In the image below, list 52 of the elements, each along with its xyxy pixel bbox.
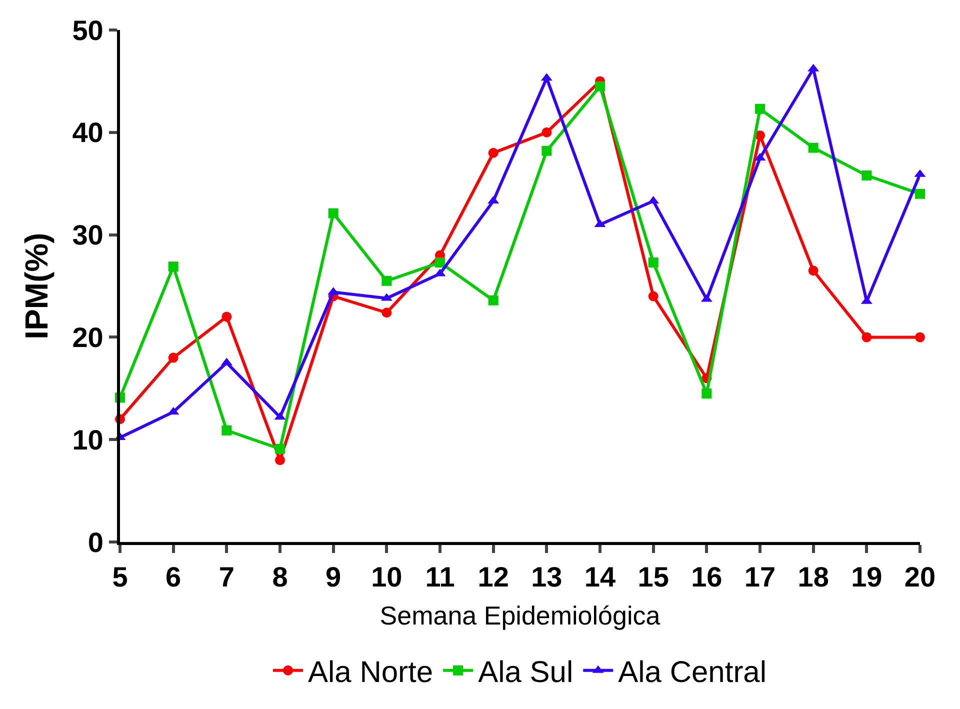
x-tick-label: 18 [798,562,829,593]
point [595,81,605,92]
x-tick-label: 20 [904,562,936,593]
x-tick-label: 14 [584,562,616,593]
point [222,425,232,436]
point [648,291,658,302]
point [542,146,552,156]
point [808,142,818,153]
x-tick-label: 19 [851,562,882,593]
point [648,257,658,268]
x-tick-label: 11 [425,562,455,593]
legend-label: Ala Sul [478,656,574,690]
x-tick-label: 8 [272,562,288,593]
point [702,388,712,399]
x-tick-label: 5 [112,562,128,593]
legend-label: Ala Central [618,656,767,690]
point [915,332,925,342]
y-tick-label: 40 [72,117,104,148]
y-tick-label: 0 [88,526,104,558]
x-tick-label: 6 [166,562,182,593]
y-tick-label: 30 [72,220,104,251]
y-axis-title: IPM(%) [18,232,55,340]
point [488,148,498,158]
y-tick-label: 50 [72,14,104,46]
point [275,444,285,454]
x-axis-title: Semana Epidemiológica [380,600,661,630]
point [915,188,925,199]
point [488,295,498,306]
x-tick-label: 12 [478,562,509,593]
legend-label: Ala Norte [308,656,434,690]
point [542,127,552,138]
x-tick-label: 16 [691,562,722,593]
point [222,312,232,322]
point [435,257,445,268]
y-tick-label: 10 [72,424,104,456]
x-tick-label: 15 [638,562,669,593]
x-tick-label: 17 [744,562,776,593]
point [755,104,765,114]
point [808,266,818,276]
x-tick-label: 13 [531,562,562,593]
point [862,170,872,180]
point [382,308,392,318]
point [275,455,285,466]
x-tick-label: 10 [371,562,402,593]
y-tick-label: 20 [72,322,104,353]
point [328,208,338,218]
x-tick-label: 7 [218,562,234,593]
point [168,352,178,363]
point [862,332,872,342]
point [168,262,178,272]
point [382,276,392,286]
x-tick-label: 9 [326,562,342,593]
